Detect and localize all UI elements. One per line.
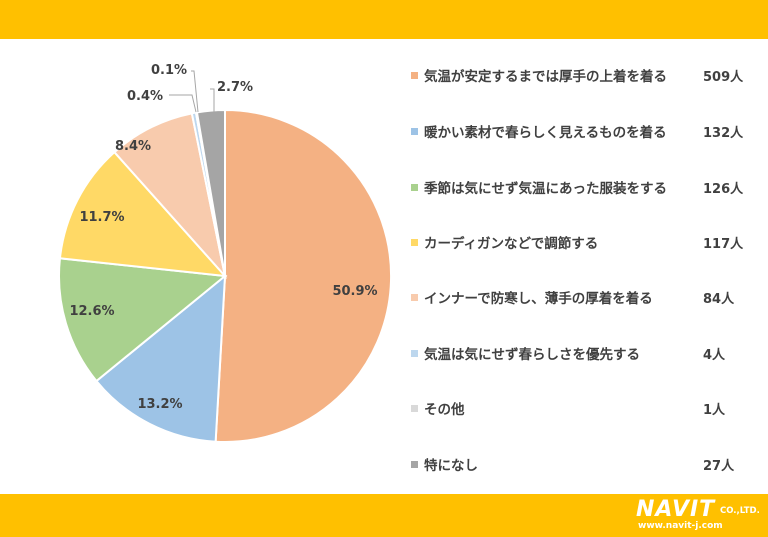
pie-slice: [58, 150, 228, 278]
leader-line: [191, 70, 199, 113]
legend-label: 季節は気にせず気温にあった服装をする: [424, 181, 667, 197]
legend-label: カーディガンなどで調節する: [424, 236, 599, 252]
legend-item: 暖かい素材で春らしく見えるものを着る 132人: [411, 120, 756, 142]
legend-count: 509人: [703, 70, 744, 85]
leader-line: [169, 94, 197, 113]
legend-label: 特になし: [424, 458, 478, 474]
legend-label: インナーで防寒し、薄手の厚着を着る: [424, 291, 653, 307]
pie-chart: 50.9% 13.2% 12.6% 11.7% 8.4% 0.4% 0.1% 2.7%: [58, 63, 393, 443]
legend-label: 気温が安定するまでは厚手の上着を着る: [424, 69, 667, 85]
legend-count: 4人: [703, 348, 726, 363]
data-label: 2.7%: [217, 80, 253, 95]
pie-slice: [58, 257, 228, 383]
pie-slice: [195, 108, 226, 277]
legend-item: 特になし 27人: [411, 453, 756, 475]
legend-count: 84人: [703, 292, 735, 307]
legend-item: 気温が安定するまでは厚手の上着を着る 509人: [411, 64, 756, 86]
data-label: 13.2%: [137, 397, 182, 412]
legend-swatch: [411, 349, 418, 357]
data-label: 8.4%: [115, 139, 151, 154]
legend-item: インナーで防寒し、薄手の厚着を着る 84人: [411, 286, 756, 308]
top-band: [0, 0, 768, 39]
legend-count: 117人: [703, 237, 744, 252]
company-logo: NAVIT CO.,LTD. www.navit-j.com: [636, 497, 764, 533]
data-label: 12.6%: [69, 304, 114, 319]
legend-label: その他: [424, 402, 465, 418]
legend-item: カーディガンなどで調節する 117人: [411, 231, 756, 253]
legend-swatch: [411, 460, 418, 468]
data-label: 50.9%: [332, 284, 377, 299]
legend-item: 季節は気にせず気温にあった服装をする 126人: [411, 176, 756, 198]
data-label: 11.7%: [79, 210, 124, 225]
bottom-band: [0, 494, 768, 537]
legend-count: 1人: [703, 403, 726, 418]
logo-name: NAVIT: [636, 497, 716, 522]
legend-label: 暖かい素材で春らしく見えるものを着る: [424, 125, 667, 141]
legend-item: 気温は気にせず春らしさを優先する 4人: [411, 342, 756, 364]
legend-swatch: [411, 71, 418, 79]
pie-slice: [113, 112, 227, 280]
legend-count: 126人: [703, 182, 744, 197]
legend-swatch: [411, 293, 418, 301]
data-label: 0.1%: [151, 63, 187, 78]
legend-count: 132人: [703, 126, 744, 141]
pie-slice: [95, 273, 227, 443]
pie-slice: [214, 108, 393, 443]
data-label: 0.4%: [127, 89, 163, 104]
logo-suffix: CO.,LTD.: [720, 506, 760, 516]
legend-swatch: [411, 238, 418, 246]
legend-swatch: [411, 183, 418, 191]
legend-swatch: [411, 404, 418, 412]
legend-count: 27人: [703, 459, 735, 474]
legend-item: その他 1人: [411, 397, 756, 419]
legend-swatch: [411, 127, 418, 135]
leader-line: [210, 88, 215, 112]
logo-url: www.navit-j.com: [638, 521, 723, 531]
legend-label: 気温は気にせず春らしさを優先する: [424, 347, 640, 363]
